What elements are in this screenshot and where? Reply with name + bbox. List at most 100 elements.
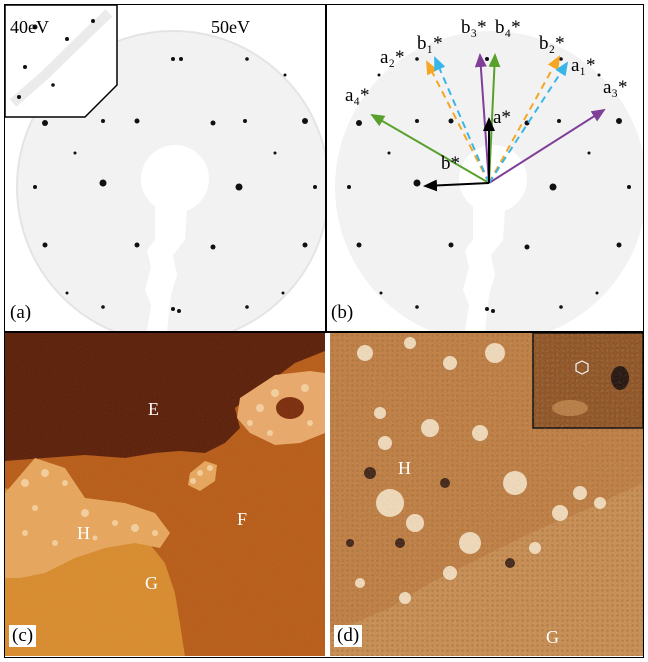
diffraction-spot xyxy=(415,119,419,123)
diffraction-spot xyxy=(413,179,421,187)
divider-vertical-top xyxy=(325,5,327,331)
diffraction-spot xyxy=(243,119,247,123)
diffraction-spot xyxy=(42,120,48,126)
diffraction-spot xyxy=(171,57,175,61)
diffraction-spot xyxy=(179,57,183,61)
region-F: F xyxy=(237,509,248,529)
region-H-d: H xyxy=(398,458,411,478)
region-H: H xyxy=(77,523,90,543)
diffraction-spot xyxy=(377,73,381,77)
diffraction-spot xyxy=(65,37,69,41)
arrow-a2 xyxy=(426,60,490,184)
diffraction-spot xyxy=(559,305,563,309)
diffraction-spot xyxy=(101,119,105,123)
leed-pattern-a xyxy=(5,5,325,331)
leed-pattern-b xyxy=(335,31,643,331)
region-G-d: G xyxy=(546,627,559,647)
diffraction-spot xyxy=(17,95,21,99)
diffraction-spot xyxy=(415,305,419,309)
diffraction-spot xyxy=(33,185,37,189)
label-b2: b₂* xyxy=(539,33,565,54)
diffraction-spot xyxy=(235,183,243,191)
divider-horizontal xyxy=(5,331,643,333)
diffraction-spot xyxy=(491,309,495,313)
diffraction-spot xyxy=(616,118,622,124)
diffraction-spot xyxy=(32,24,38,30)
diffraction-spot xyxy=(171,307,175,311)
label-b4: b₄* xyxy=(495,17,521,38)
diffraction-spot xyxy=(485,307,489,311)
diffraction-spot xyxy=(587,151,591,155)
diffraction-spot xyxy=(101,305,105,309)
label-a3: a₃* xyxy=(603,77,628,98)
label-a1: a₁* xyxy=(571,55,596,76)
divider-vertical-bottom xyxy=(327,333,330,656)
diffraction-spot xyxy=(210,244,216,250)
diffraction-spot xyxy=(559,57,563,61)
panel-label-a: (a) xyxy=(10,302,32,323)
region-G: G xyxy=(145,573,158,593)
terrace-E xyxy=(5,333,325,461)
label-b1: b₁* xyxy=(417,33,443,54)
diffraction-spot xyxy=(302,242,308,248)
diffraction-spot xyxy=(379,291,383,295)
leed-panel-a: 40eV 50eV (a) xyxy=(5,5,325,331)
diffraction-spot xyxy=(356,120,362,126)
gun-holder-shadow xyxy=(145,205,187,331)
diffraction-spot xyxy=(91,19,95,23)
diffraction-spot xyxy=(42,242,48,248)
arrow-a3 xyxy=(488,108,606,184)
island-H xyxy=(5,458,170,578)
diffraction-spot xyxy=(557,119,561,123)
label-a-star: a* xyxy=(493,107,511,128)
arrow-b2 xyxy=(488,55,560,184)
diffraction-spot xyxy=(177,309,181,313)
diffraction-spot xyxy=(73,151,77,155)
diffraction-spot xyxy=(283,73,287,77)
diffraction-spot xyxy=(524,244,530,250)
electron-gun-shadow xyxy=(141,145,209,213)
panel-label-d: (d) xyxy=(334,625,363,647)
diffraction-spot xyxy=(51,83,55,87)
diffraction-spot xyxy=(313,185,317,189)
label-b-star: b* xyxy=(441,153,460,174)
inset-energy-label: 40eV xyxy=(10,17,49,37)
diffraction-spot xyxy=(65,291,69,295)
diffraction-spot xyxy=(134,118,140,124)
panel-label-c: (c) xyxy=(9,625,37,647)
diffraction-spot xyxy=(597,73,601,77)
label-a2: a₂* xyxy=(380,47,405,68)
arrow-b1 xyxy=(434,56,490,184)
diffraction-spot xyxy=(387,151,391,155)
arrow-a4 xyxy=(370,113,490,184)
panel-label-b: (b) xyxy=(331,302,354,323)
diffraction-spot xyxy=(245,305,249,309)
diffraction-spot xyxy=(616,242,622,248)
diffraction-spot xyxy=(210,120,216,126)
diffraction-spot xyxy=(245,57,249,61)
stm-image-c xyxy=(5,333,325,656)
diffraction-spot xyxy=(281,291,285,295)
diffraction-spot xyxy=(356,242,362,248)
main-energy-label: 50eV xyxy=(211,17,250,37)
diffraction-spot xyxy=(134,242,140,248)
diffraction-spot xyxy=(595,291,599,295)
diffraction-spot xyxy=(347,185,351,189)
diffraction-spot xyxy=(23,65,27,69)
stm-image-d xyxy=(330,333,643,656)
diffraction-spot xyxy=(627,185,631,189)
diffraction-spot xyxy=(273,151,277,155)
stm-panel-c: E F H G (c) xyxy=(5,333,325,656)
diffraction-spot xyxy=(549,183,557,191)
diffraction-spot xyxy=(485,57,489,61)
diffraction-spot xyxy=(415,57,419,61)
diffraction-spot xyxy=(448,242,454,248)
label-a4: a₄* xyxy=(345,85,370,106)
terrace-F xyxy=(5,351,325,656)
leed-panel-b: a₄* a₂* b₁* b₃* b₄* b₂* a₁* a₃* a* b* (b… xyxy=(327,5,643,331)
label-b3: b₃* xyxy=(461,17,487,38)
region-E: E xyxy=(148,399,159,419)
diffraction-spot xyxy=(302,118,308,124)
arrow-b-star xyxy=(423,179,490,192)
diffraction-spot xyxy=(448,118,454,124)
